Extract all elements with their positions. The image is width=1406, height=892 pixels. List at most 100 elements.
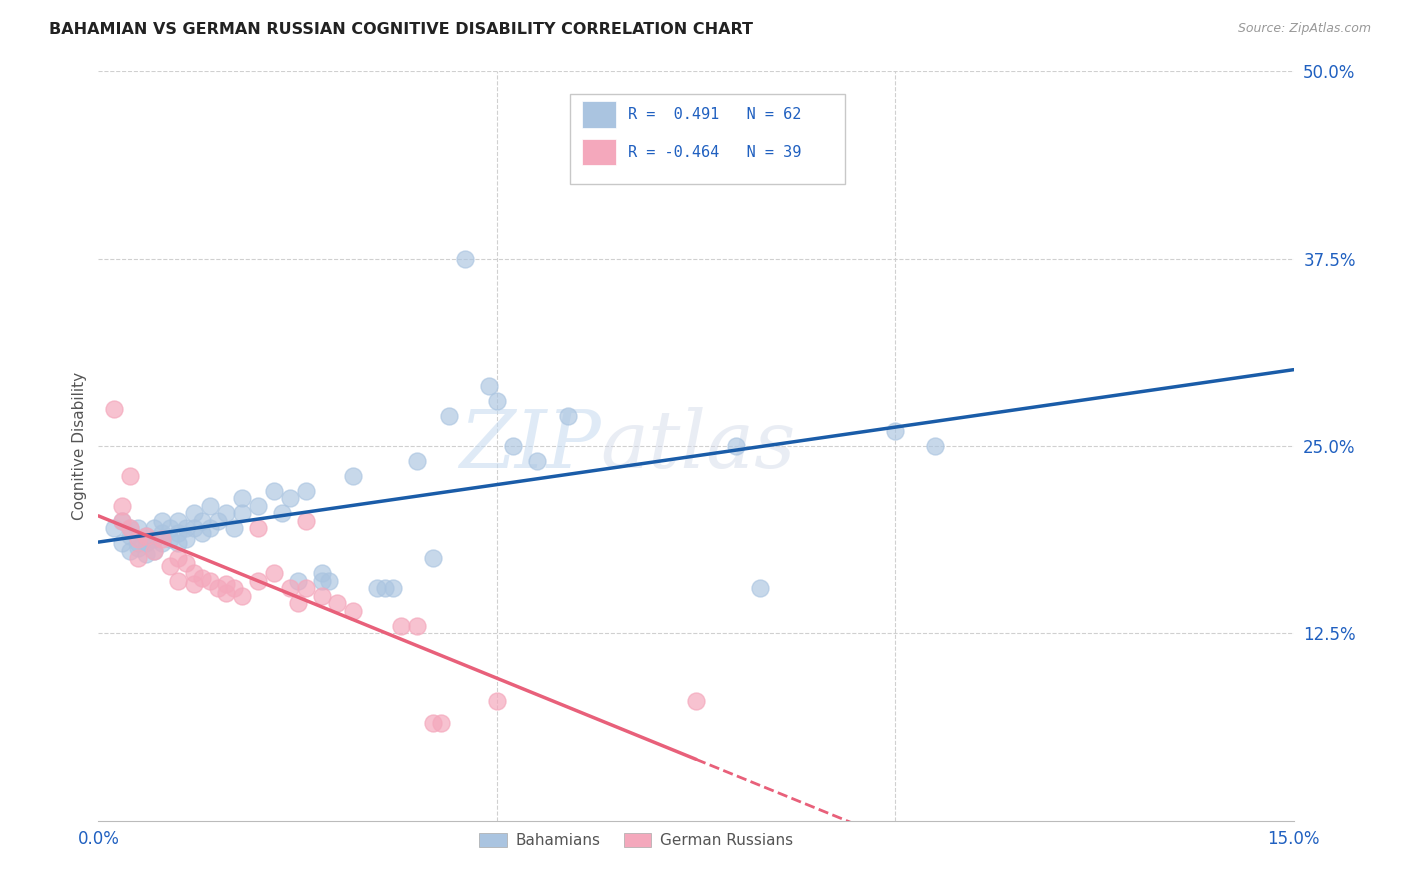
Point	[389, 619, 412, 633]
Point	[191, 571, 214, 585]
Point	[430, 716, 453, 731]
Point	[183, 566, 205, 581]
Point	[127, 541, 149, 555]
Text: atlas: atlas	[600, 408, 796, 484]
Point	[167, 551, 190, 566]
Point	[111, 514, 134, 528]
Point	[294, 582, 316, 596]
Point	[135, 536, 157, 550]
Point	[685, 694, 707, 708]
Point	[120, 529, 142, 543]
Point	[485, 694, 508, 708]
Point	[120, 521, 142, 535]
Point	[382, 582, 405, 596]
Point	[246, 574, 269, 588]
Point	[120, 521, 142, 535]
Point	[198, 521, 221, 535]
Point	[215, 586, 238, 600]
Point	[366, 582, 388, 596]
Point	[103, 401, 125, 416]
Point	[748, 582, 770, 596]
Point	[135, 529, 157, 543]
Point	[159, 558, 181, 573]
Point	[231, 507, 253, 521]
Point	[374, 582, 396, 596]
Point	[342, 604, 364, 618]
Point	[454, 252, 477, 266]
Point	[167, 536, 190, 550]
Point	[222, 582, 245, 596]
Point	[311, 566, 333, 581]
FancyBboxPatch shape	[571, 94, 845, 184]
Point	[120, 469, 142, 483]
Point	[143, 544, 166, 558]
Point	[278, 582, 301, 596]
Point	[478, 379, 501, 393]
Point	[174, 532, 197, 546]
Point	[111, 536, 134, 550]
Point	[406, 454, 429, 468]
Point	[318, 574, 340, 588]
Text: ZIP: ZIP	[458, 408, 600, 484]
Point	[294, 514, 316, 528]
Point	[246, 499, 269, 513]
Point	[150, 532, 173, 546]
Point	[183, 577, 205, 591]
Point	[485, 394, 508, 409]
Point	[198, 499, 221, 513]
Point	[198, 574, 221, 588]
Point	[167, 574, 190, 588]
Text: R = -0.464   N = 39: R = -0.464 N = 39	[628, 145, 801, 160]
Point	[287, 574, 309, 588]
Point	[311, 589, 333, 603]
Point	[143, 544, 166, 558]
FancyBboxPatch shape	[582, 139, 616, 165]
Point	[159, 532, 181, 546]
Point	[502, 439, 524, 453]
Point	[135, 529, 157, 543]
Point	[167, 514, 190, 528]
Point	[120, 544, 142, 558]
Point	[222, 521, 245, 535]
Point	[174, 521, 197, 535]
Point	[270, 507, 292, 521]
Point	[191, 514, 214, 528]
Point	[191, 525, 214, 540]
Point	[231, 589, 253, 603]
Point	[422, 716, 444, 731]
Point	[437, 409, 460, 423]
Point	[183, 507, 205, 521]
Point	[103, 521, 125, 535]
Point	[311, 574, 333, 588]
Point	[342, 469, 364, 483]
Text: R =  0.491   N = 62: R = 0.491 N = 62	[628, 106, 801, 121]
Point	[326, 596, 349, 610]
Point	[127, 532, 149, 546]
Point	[294, 483, 316, 498]
Point	[406, 619, 429, 633]
Point	[246, 521, 269, 535]
Y-axis label: Cognitive Disability: Cognitive Disability	[72, 372, 87, 520]
Point	[183, 521, 205, 535]
Point	[263, 566, 285, 581]
Point	[526, 454, 548, 468]
Point	[422, 551, 444, 566]
Point	[231, 491, 253, 506]
Point	[143, 521, 166, 535]
Point	[724, 439, 747, 453]
Legend: Bahamians, German Russians: Bahamians, German Russians	[472, 827, 800, 855]
Point	[167, 525, 190, 540]
Point	[150, 536, 173, 550]
Point	[215, 507, 238, 521]
FancyBboxPatch shape	[582, 102, 616, 128]
Text: BAHAMIAN VS GERMAN RUSSIAN COGNITIVE DISABILITY CORRELATION CHART: BAHAMIAN VS GERMAN RUSSIAN COGNITIVE DIS…	[49, 22, 754, 37]
Point	[111, 499, 134, 513]
Point	[278, 491, 301, 506]
Text: Source: ZipAtlas.com: Source: ZipAtlas.com	[1237, 22, 1371, 36]
Point	[143, 532, 166, 546]
Point	[215, 577, 238, 591]
Point	[263, 483, 285, 498]
Point	[111, 514, 134, 528]
Point	[159, 521, 181, 535]
Point	[924, 439, 946, 453]
